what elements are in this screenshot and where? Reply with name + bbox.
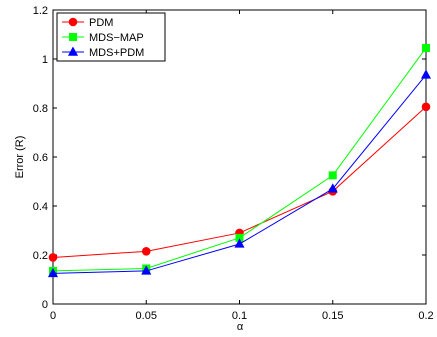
data-point-triangle [67,46,79,56]
data-point-triangle [420,69,432,79]
data-point-triangle [141,265,152,275]
x-tick-label: 0.05 [136,310,157,322]
legend-label: MDS−MAP [89,32,144,44]
x-tick-label: 0.2 [418,310,433,322]
x-tick-label: 0.15 [322,310,343,322]
x-tick-label: 0.1 [232,310,247,322]
y-tick-label: 0.6 [33,152,48,164]
legend-label: PDM [89,17,113,29]
series-circle [48,102,431,262]
y-tick-label: 0.2 [33,250,48,262]
data-point-circle [421,102,431,112]
data-point-square [328,171,337,180]
series-triangle [47,69,432,278]
y-tick-label: 1 [42,54,48,66]
y-tick-label: 0.8 [33,103,48,115]
legend: PDM MDS−MAP MDS+PDM [56,12,166,62]
data-point-circle [48,253,58,262]
legend-label: MDS+PDM [89,47,144,59]
x-tick-label: 0 [50,310,56,322]
data-point-circle [68,17,78,27]
data-point-triangle [47,267,59,278]
series-layer [47,43,432,278]
y-axis: 0 0.2 0.4 0.6 0.8 1 1.2 [33,5,426,311]
x-axis: 0 0.05 0.1 0.15 0.2 [50,10,434,322]
data-point-square [422,43,430,52]
x-axis-title: α [237,321,244,333]
data-point-square [69,33,77,41]
y-tick-label: 0.4 [33,201,48,213]
data-point-triangle [234,238,245,248]
y-tick-label: 0 [42,299,48,311]
data-point-circle [141,247,151,256]
data-point-triangle [327,183,338,193]
y-axis-title: Error (R) [14,136,26,179]
y-tick-label: 1.2 [33,5,48,17]
